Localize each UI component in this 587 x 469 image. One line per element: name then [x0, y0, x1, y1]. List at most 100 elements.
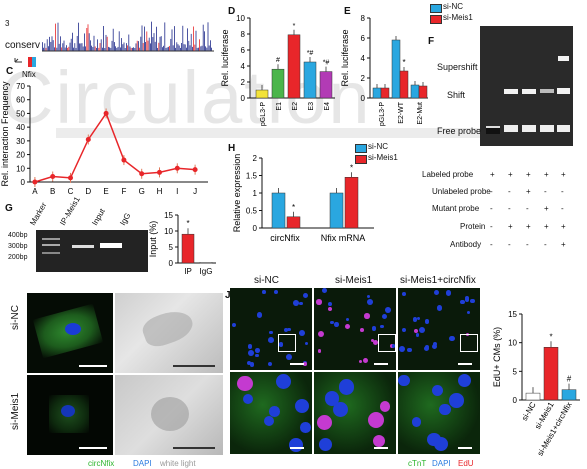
track-bar — [151, 21, 152, 51]
track-bar — [187, 28, 188, 51]
track-bar — [153, 33, 155, 51]
nucleus — [303, 292, 308, 298]
legend-h-si-nc-label: si-NC — [368, 142, 388, 151]
track-bar — [130, 47, 132, 51]
track-bar — [189, 45, 191, 51]
scale-bar — [458, 363, 472, 365]
track-bar — [99, 43, 101, 51]
emsa-row-mark: + — [561, 170, 566, 179]
track-bar — [106, 36, 108, 51]
track-bar — [138, 41, 139, 51]
track-bar — [93, 35, 95, 51]
nucleus — [360, 327, 365, 332]
track-bar — [96, 47, 97, 51]
nucleus — [345, 324, 351, 330]
track-bar — [200, 46, 202, 51]
chart-d-x-tick-label: E2 — [292, 102, 299, 111]
panel-h-letter: H — [228, 143, 236, 154]
track-bar — [194, 44, 196, 51]
track-bar — [82, 46, 84, 51]
image-zoom — [230, 372, 312, 454]
track-bar — [69, 42, 71, 51]
image-overview — [398, 288, 480, 370]
nucleus — [401, 327, 406, 332]
emsa-gel — [480, 26, 573, 146]
nucleus — [399, 345, 405, 352]
chart-d-bar — [319, 71, 333, 99]
panel-c-letter: C — [6, 66, 14, 77]
emsa-row-mark: + — [526, 170, 531, 179]
nucleus — [237, 375, 253, 392]
track-bar — [184, 44, 186, 51]
chart-j-bar — [561, 389, 577, 401]
nucleus — [299, 301, 303, 306]
track-bar — [98, 47, 100, 51]
emsa-row-mark: - — [561, 187, 564, 196]
nucleus — [328, 307, 333, 312]
nucleus — [249, 362, 255, 368]
nucleus — [328, 301, 333, 306]
nucleus — [269, 406, 281, 417]
track-bar — [81, 43, 83, 51]
legend-edu: EdU — [458, 459, 474, 468]
track-bar — [135, 43, 137, 51]
track-bar — [166, 47, 168, 51]
zoom-inset-box — [460, 334, 478, 352]
chart-d-x-tick-label: pGL3-P — [260, 102, 267, 126]
chart-h-expression: 0 0.5 1 1.5 2 Relative expression * circNfix * Nf… — [232, 154, 374, 243]
nucleus — [382, 313, 388, 320]
nucleus — [358, 359, 363, 363]
emsa-row-mark: + — [490, 170, 495, 179]
emsa-row-mark: + — [561, 240, 566, 249]
nucleus — [466, 310, 471, 315]
track-bar — [61, 47, 62, 51]
scale-bar — [290, 447, 304, 449]
track-bar — [124, 47, 126, 51]
chart-e-y-tick-label: 8 — [361, 14, 366, 23]
chart-g-y-tick-label: 10 — [164, 227, 173, 236]
track-bar — [192, 46, 193, 51]
panel-d-letter: D — [228, 6, 236, 17]
chart-g-y-label: Input (%) — [148, 221, 158, 258]
nucleus — [372, 326, 377, 331]
scale-bar — [374, 363, 388, 365]
emsa-row-mark: - — [508, 187, 511, 196]
track-bar — [105, 34, 107, 51]
nucleus — [416, 333, 420, 337]
zoom-inset-box — [278, 334, 296, 352]
chart-d-annotation: * — [293, 23, 296, 30]
chart-g-bar — [199, 262, 213, 264]
track-bar — [160, 36, 162, 51]
legend-h-si-meis1-label: si-Meis1 — [368, 153, 398, 162]
chart-d-annotation: *# — [323, 60, 330, 67]
nucleus — [246, 360, 251, 365]
lane-marker-label: Marker — [28, 200, 49, 227]
chart-e-bar — [399, 70, 409, 99]
track-bar — [142, 42, 144, 51]
track-bar — [75, 47, 77, 51]
nucleus — [295, 399, 310, 414]
track-bar — [114, 42, 115, 51]
chart-c-y-tick-label: 60 — [16, 96, 25, 105]
chart-d-y-tick-label: 10 — [236, 14, 245, 23]
track-bar — [156, 26, 157, 51]
chart-d-y-tick-label: 0 — [241, 94, 246, 103]
chart-e-x-tick-label: E2-Mut — [417, 102, 424, 125]
track-bar — [201, 45, 203, 51]
track-bar — [116, 47, 118, 51]
track-bar — [88, 33, 90, 51]
nucleus — [261, 290, 266, 294]
emsa-row-mark: + — [526, 222, 531, 231]
track-bar — [51, 36, 53, 51]
image-overview — [230, 288, 312, 370]
track-bar — [186, 47, 187, 51]
emsa-row-mark: - — [544, 240, 547, 249]
track-bar — [162, 47, 163, 51]
band-shift-label: Shift — [447, 90, 466, 100]
track-bar — [168, 46, 169, 51]
track-bar — [147, 40, 149, 51]
chart-j-y-tick-label: 15 — [508, 310, 517, 319]
chart-c-x-tick-label: F — [121, 187, 126, 196]
chart-c-y-tick-label: 50 — [16, 109, 25, 118]
panel-e-letter: E — [344, 6, 351, 17]
